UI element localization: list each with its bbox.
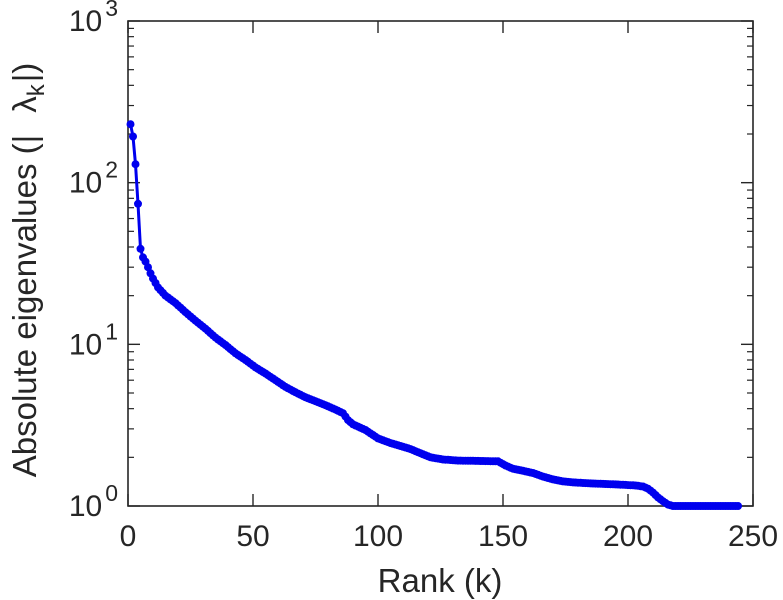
y-axis-label-suffix: |) [6,63,43,83]
y-tick-exponent: 0 [105,480,118,506]
y-tick-label: 10 0 [69,480,118,523]
x-tick-label: 50 [236,520,269,553]
y-tick-exponent: 2 [105,157,118,183]
data-point-marker [126,120,135,129]
data-point-marker [129,132,137,141]
y-tick-label: 10 2 [69,157,118,200]
y-tick-exponent: 1 [105,318,118,344]
data-point-marker [134,199,142,208]
x-tick-label: 250 [728,520,778,553]
y-tick-base: 10 [69,167,102,200]
x-axis-label: Rank (k) [378,562,503,599]
data-point-marker [131,160,140,169]
y-tick-base: 10 [69,490,102,523]
y-tick-label: 10 1 [69,318,118,361]
x-tick-label: 150 [478,520,528,553]
data-point-marker [136,244,145,253]
data-point-marker [734,502,742,510]
data-point-marker [144,263,152,272]
y-tick-label: 10 3 [69,0,118,38]
eigenvalue-line [129,123,738,508]
plot-box [127,20,754,507]
y-tick-exponent: 3 [105,0,118,21]
lambda-subscript: k [23,83,50,96]
eigenvalue-curve [126,120,742,510]
x-tick-label: 200 [603,520,653,553]
x-tick-label: 0 [120,520,137,553]
y-tick-base: 10 [69,328,102,361]
x-tick-label: 100 [353,520,403,553]
lambda-symbol: λ [6,96,43,113]
y-tick-base: 10 [69,5,102,38]
y-axis-label: Absolute eigenvalues (| λk|) [6,63,50,478]
y-axis-label-prefix: Absolute eigenvalues (| [6,135,43,477]
